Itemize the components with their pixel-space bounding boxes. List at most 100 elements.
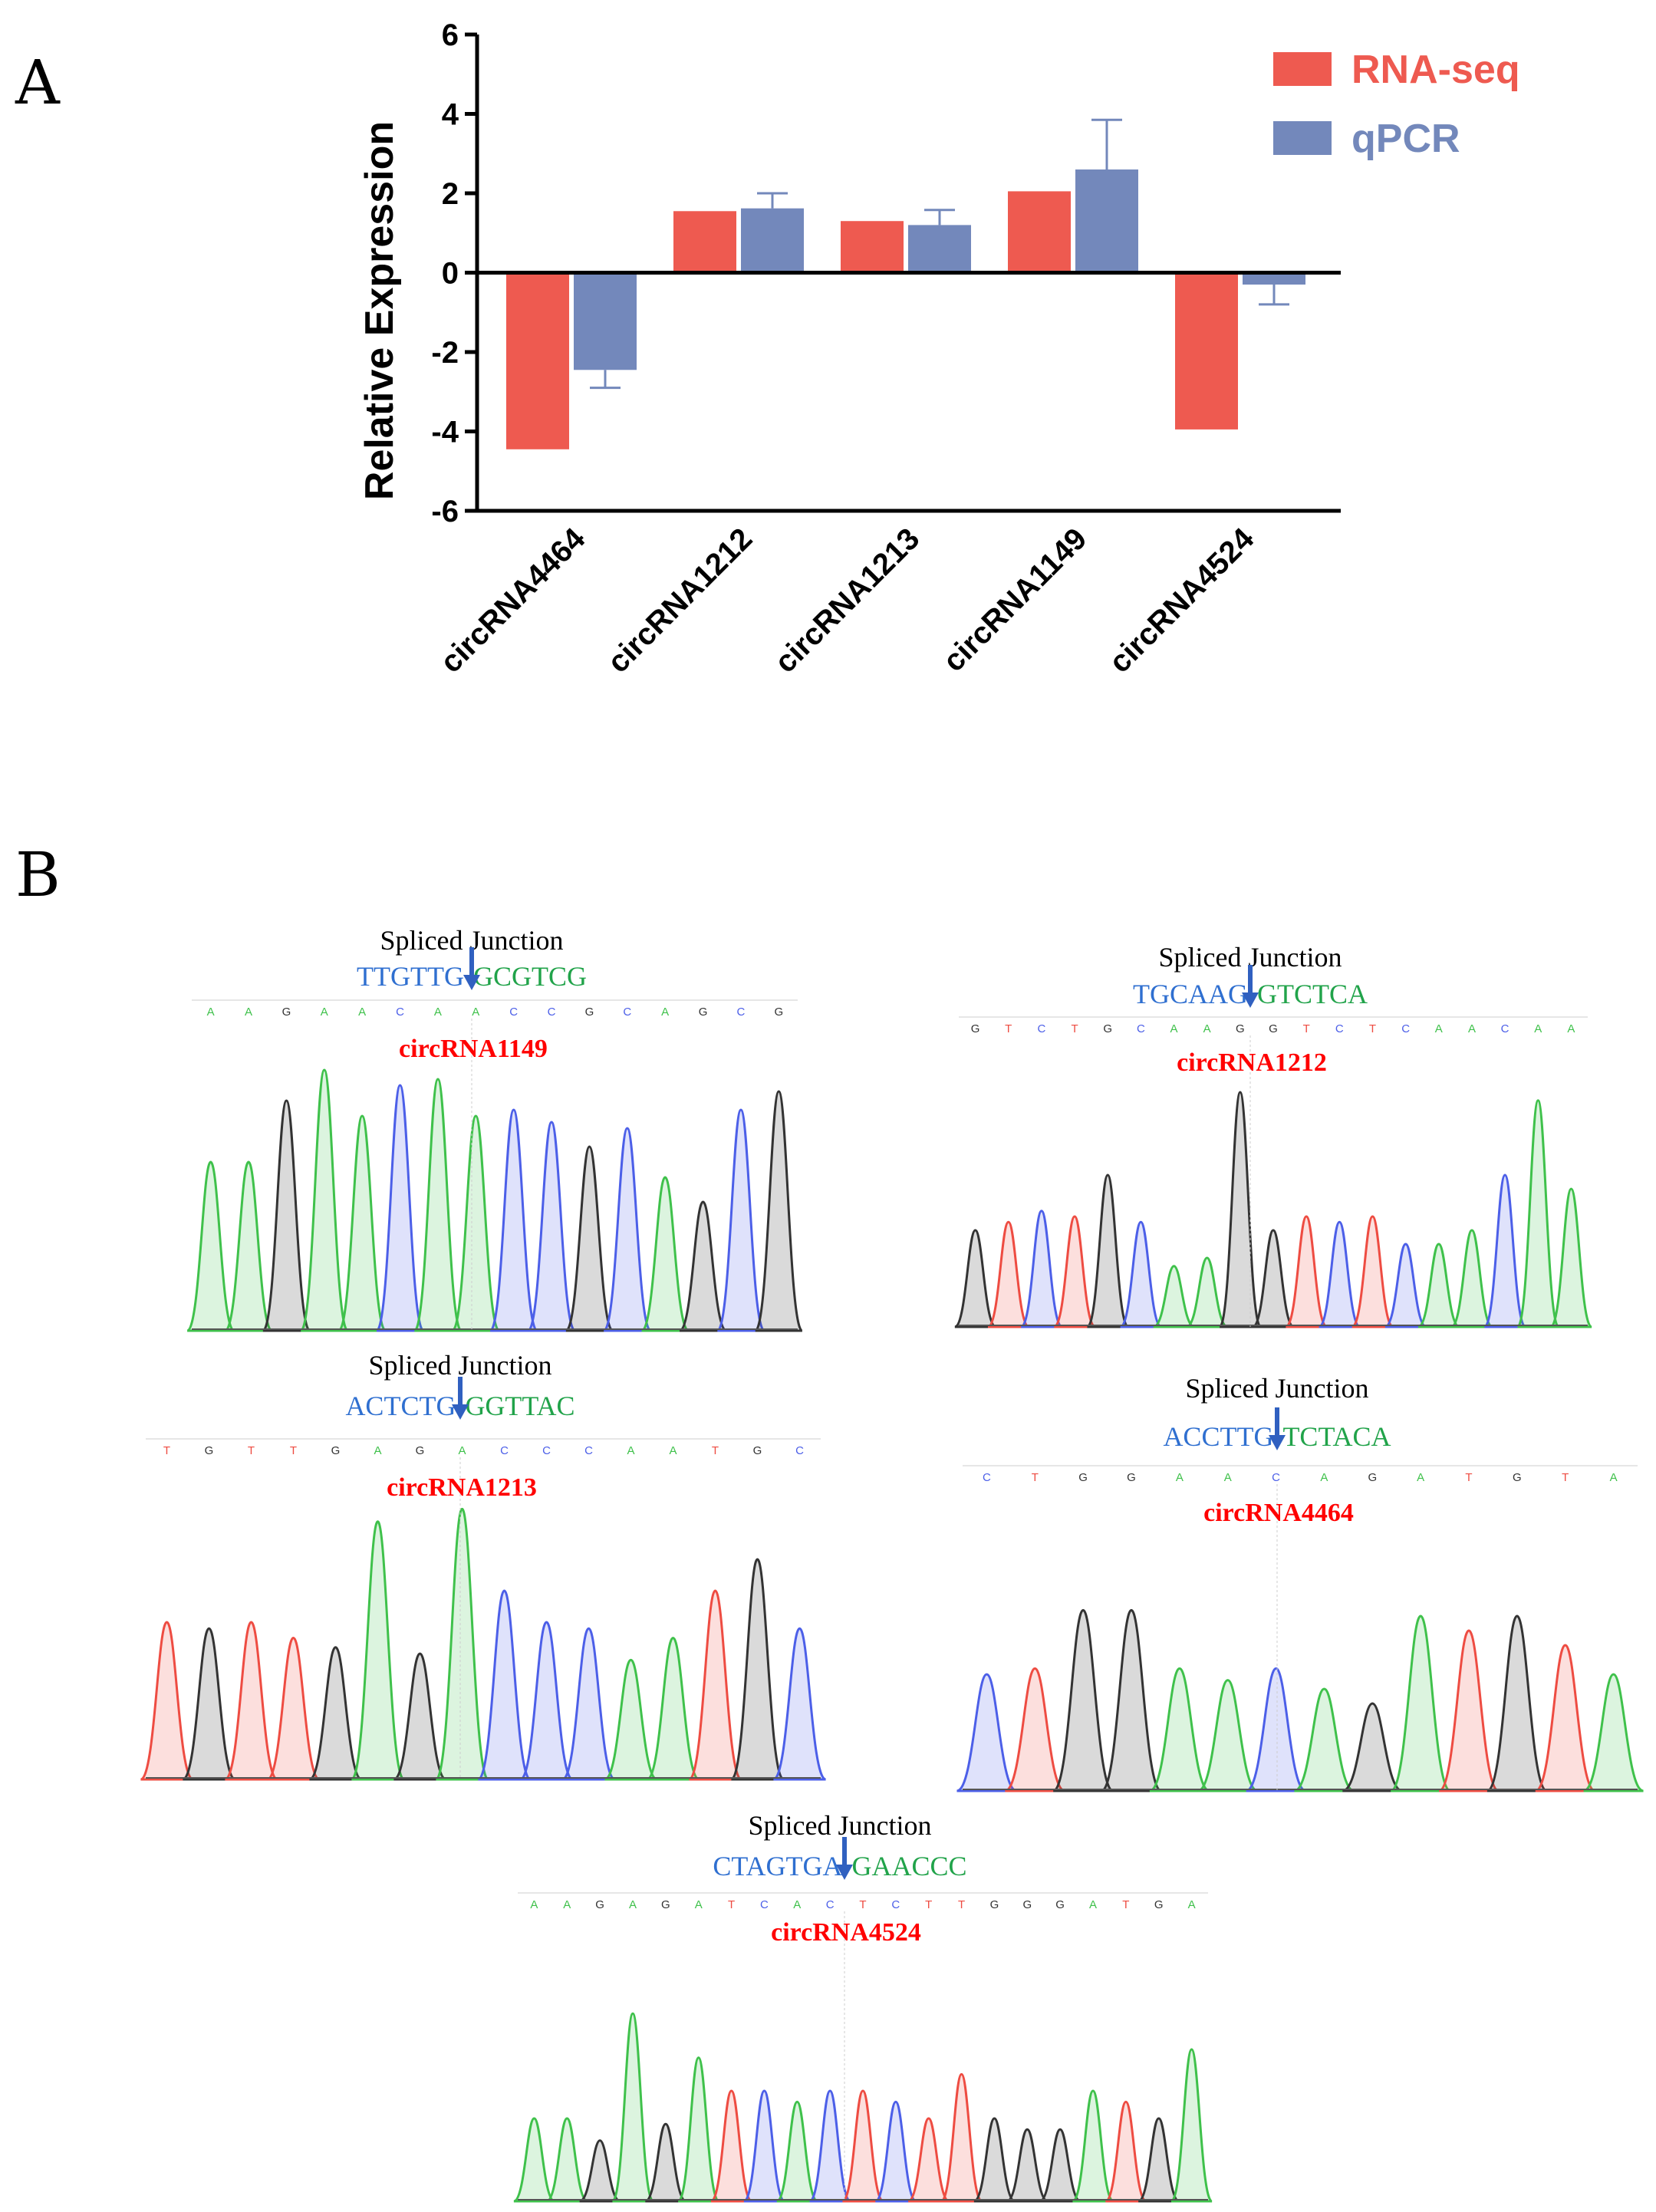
base-call: T xyxy=(728,1898,735,1911)
error-bar-circRNA4464 xyxy=(590,370,621,390)
sequence-right: GCGTCG xyxy=(473,961,587,992)
peak xyxy=(1549,1187,1593,1328)
peak xyxy=(874,2100,917,2203)
base-call: G xyxy=(753,1444,762,1457)
sequence-right: GAACCC xyxy=(852,1851,967,1881)
sequence-right: TCTACA xyxy=(1282,1421,1391,1452)
peak xyxy=(578,2139,621,2203)
peak xyxy=(451,1114,501,1332)
base-call: C xyxy=(1137,1022,1145,1035)
base-call: A xyxy=(245,1006,252,1019)
base-call: T xyxy=(248,1444,255,1457)
base-call: A xyxy=(1089,1898,1097,1911)
base-call: A xyxy=(661,1006,669,1019)
peak xyxy=(1284,1215,1328,1328)
peak xyxy=(775,2100,818,2203)
peak xyxy=(1293,1687,1355,1792)
base-call: G xyxy=(971,1022,980,1035)
peak xyxy=(1535,1644,1596,1792)
bar-qpcr-circRNA1212 xyxy=(741,208,804,273)
y-tick-label: -6 xyxy=(431,495,459,528)
base-call: G xyxy=(595,1898,604,1911)
junction-arrow-icon xyxy=(452,1377,469,1420)
peak xyxy=(1020,1210,1063,1328)
peak xyxy=(954,1229,997,1328)
peak xyxy=(1450,1229,1493,1328)
peak xyxy=(1417,1243,1460,1328)
peak xyxy=(709,2089,753,2203)
peak xyxy=(1149,1667,1210,1792)
peak xyxy=(1085,1173,1130,1328)
peak xyxy=(1351,1215,1394,1328)
base-call: A xyxy=(1435,1022,1443,1035)
base-call: T xyxy=(1465,1471,1472,1484)
chromatogram-circRNA4464: Spliced Junction ACCTTG TCTACA C T G G A A C A G A T G… xyxy=(956,1373,1644,1792)
base-call: C xyxy=(1401,1022,1410,1035)
base-call: C xyxy=(623,1006,631,1019)
peak xyxy=(602,1127,652,1332)
circrna-name: circRNA4524 xyxy=(771,1918,921,1947)
peak xyxy=(1318,1220,1361,1328)
base-call: G xyxy=(661,1898,670,1911)
base-call: G xyxy=(282,1006,291,1019)
error-bar-circRNA1149 xyxy=(1091,118,1122,170)
peak xyxy=(476,1589,532,1781)
bar-qpcr-circRNA1149 xyxy=(1075,169,1138,273)
peak xyxy=(1438,1629,1500,1792)
base-call: C xyxy=(795,1444,804,1457)
base-call: A xyxy=(1468,1022,1476,1035)
peak xyxy=(308,1646,363,1781)
peak xyxy=(1486,1615,1548,1792)
base-call: A xyxy=(530,1898,538,1911)
junction-arrow-icon xyxy=(463,947,480,990)
peak xyxy=(262,1099,311,1332)
circrna-name: circRNA1149 xyxy=(399,1035,548,1063)
base-call: T xyxy=(1005,1022,1012,1035)
peak xyxy=(1516,1099,1560,1328)
base-call: G xyxy=(416,1444,425,1457)
peak xyxy=(716,1108,765,1332)
y-tick-label: 2 xyxy=(442,177,459,211)
base-call: C xyxy=(1335,1022,1344,1035)
base-call: A xyxy=(669,1444,677,1457)
peak xyxy=(140,1621,194,1781)
peak xyxy=(646,1636,700,1781)
base-call: G xyxy=(1103,1022,1112,1035)
junction-sequence: CTAGTGA GAACCC xyxy=(713,1851,966,1881)
base-call: T xyxy=(1303,1022,1310,1035)
base-call: T xyxy=(958,1898,965,1911)
peak xyxy=(907,2117,950,2203)
peak xyxy=(545,2117,588,2203)
base-call: A xyxy=(1203,1022,1211,1035)
base-call: A xyxy=(1224,1471,1232,1484)
peak xyxy=(565,1145,614,1332)
bar-rnaseq-circRNA4524 xyxy=(1175,272,1238,430)
peak xyxy=(772,1627,827,1781)
base-call: A xyxy=(627,1444,634,1457)
peak xyxy=(375,1084,425,1332)
bar-rnaseq-circRNA4464 xyxy=(506,272,569,449)
peak xyxy=(1153,1265,1195,1328)
peak xyxy=(1384,1243,1427,1328)
bars-group xyxy=(506,169,1305,449)
base-call: T xyxy=(859,1898,866,1911)
junction-sequence: ACCTTG TCTACA xyxy=(1163,1421,1391,1452)
peak xyxy=(687,1589,743,1781)
bar-qpcr-circRNA4464 xyxy=(574,272,637,370)
base-call: T xyxy=(1032,1471,1039,1484)
base-call: A xyxy=(321,1006,328,1019)
peak xyxy=(266,1636,321,1781)
peak xyxy=(1483,1173,1527,1328)
peak xyxy=(1582,1673,1644,1792)
base-call: T xyxy=(163,1444,170,1457)
junction-sequence: ACTCTG GGTTAC xyxy=(345,1391,574,1421)
base-call: C xyxy=(826,1898,835,1911)
base-call: T xyxy=(1071,1022,1078,1035)
peak xyxy=(1342,1702,1403,1792)
bar-rnaseq-circRNA1149 xyxy=(1008,191,1071,273)
base-call: C xyxy=(760,1898,769,1911)
base-call: A xyxy=(563,1898,571,1911)
peak xyxy=(973,2117,1016,2203)
base-call: T xyxy=(1562,1471,1569,1484)
